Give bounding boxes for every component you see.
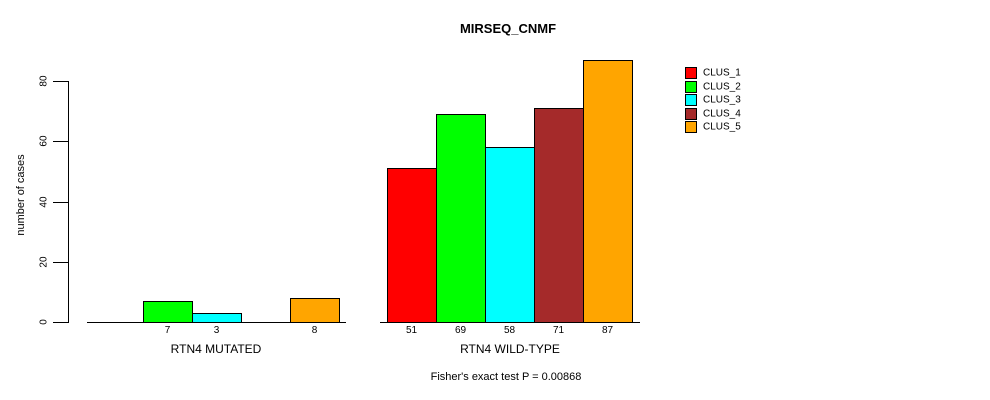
bar-value-label: 71	[552, 325, 565, 336]
y-tick-label: 0	[38, 319, 50, 325]
chart-title: MIRSEQ_CNMF	[459, 21, 557, 36]
bar-value-label: 87	[601, 325, 614, 336]
y-axis-tick	[53, 322, 69, 323]
bar-clus_5-mutated	[290, 298, 340, 323]
y-tick-label: 20	[38, 256, 50, 268]
bar-clus_2-mutated	[143, 301, 193, 323]
bar-clus_2-wildtype	[436, 114, 486, 323]
bar-clus_5-wildtype	[583, 60, 633, 323]
y-axis-tick	[53, 262, 69, 263]
bar-clus_1-wildtype	[387, 168, 437, 323]
y-axis-tick	[53, 202, 69, 203]
x-group-label-mutated: RTN4 MUTATED	[170, 342, 262, 356]
y-axis-label: number of cases	[15, 154, 27, 236]
legend-swatch-clus_5	[685, 121, 697, 133]
bar-value-label: 7	[164, 325, 171, 336]
bar-clus_3-mutated	[192, 313, 242, 323]
y-tick-label: 80	[38, 75, 50, 87]
legend-swatch-clus_3	[685, 94, 697, 106]
bar-value-label: 51	[405, 325, 418, 336]
y-axis-tick	[53, 141, 69, 142]
bar-value-label: 3	[213, 325, 220, 336]
bar-clus_4-wildtype	[534, 108, 584, 323]
legend-label-clus_4: CLUS_4	[703, 108, 741, 119]
legend-swatch-clus_1	[685, 67, 697, 79]
y-tick-label: 40	[38, 196, 50, 208]
y-axis-tick	[53, 81, 69, 82]
bar-clus_3-wildtype	[485, 147, 535, 323]
x-group-label-wildtype: RTN4 WILD-TYPE	[460, 342, 560, 356]
legend-label-clus_5: CLUS_5	[703, 121, 741, 133]
legend-label-clus_1: CLUS_1	[703, 67, 741, 79]
legend-swatch-clus_2	[685, 80, 697, 93]
legend-label-clus_2: CLUS_2	[703, 81, 741, 92]
legend-swatch-clus_4	[685, 107, 697, 120]
bar-value-label: 58	[503, 325, 516, 336]
fisher-test-note: Fisher's exact test P = 0.00868	[430, 371, 582, 383]
y-tick-label: 60	[38, 135, 50, 147]
bar-value-label: 69	[454, 325, 467, 336]
legend-label-clus_3: CLUS_3	[703, 94, 741, 106]
bar-value-label: 8	[311, 325, 318, 336]
